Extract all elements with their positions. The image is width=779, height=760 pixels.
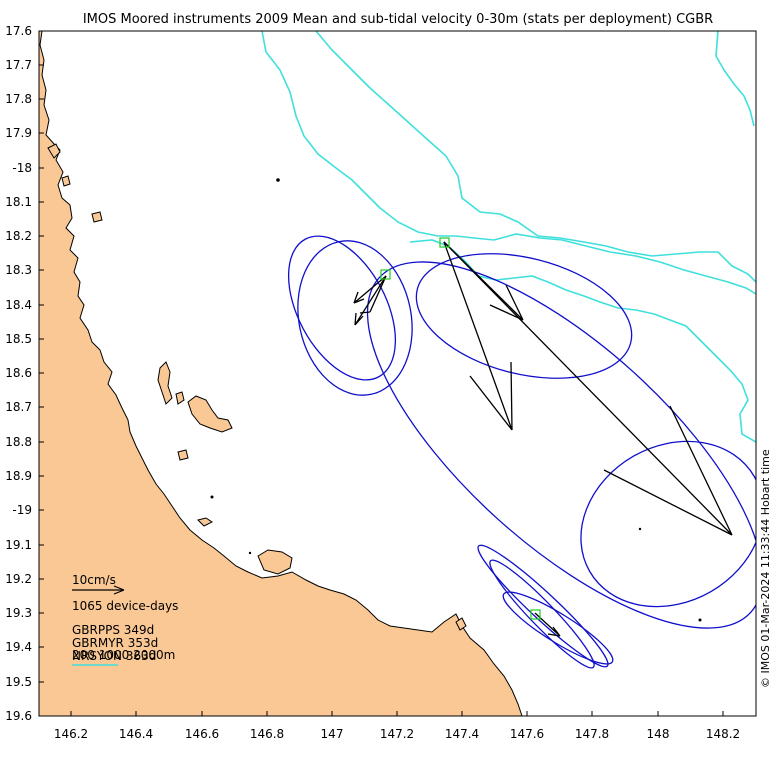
map-title: IMOS Moored instruments 2009 Mean and su… [83,12,713,27]
legend-isobaths-label: 200 1000 2000m [72,648,175,662]
ellipse-gbrmyr-1 [287,235,397,381]
x-tick-label: 147.6 [510,727,544,741]
mainland-land [39,31,523,716]
y-tick-label: 19.2 [5,572,32,586]
legend-scale-label: 10cm/s [72,573,116,587]
y-tick-label: 17.8 [5,92,32,106]
y-tick-label: 18.8 [5,435,32,449]
x-tick-label: 148 [647,727,670,741]
legend: 10cm/s 1065 device-days GBRPPS 349d GBRM… [72,573,178,666]
vectors-gbrpps [443,241,733,536]
legend-device-days: 1065 device-days [72,599,178,613]
y-tick-label: 18.1 [5,195,32,209]
island-small-2 [197,517,213,527]
island-magnetic [257,549,293,575]
y-tick-label: 18.5 [5,332,32,346]
y-tick-label: 17.9 [5,126,32,140]
map-area [39,31,756,716]
x-tick-label: 147 [321,727,344,741]
y-tick-label: 19.4 [5,640,32,654]
reef-dot-1 [276,178,280,182]
x-tick-label: 147.2 [380,727,414,741]
vectors-gbrmyr [353,275,387,326]
isobath-2000m-east [715,31,755,127]
island-large [187,395,233,433]
site-marker-nrsyon[interactable] [530,609,541,620]
site-marker-gbrpps[interactable] [439,237,450,248]
x-tick-label: 147.4 [445,727,479,741]
y-tick-label: 18.9 [5,469,32,483]
island-small-6 [177,449,189,461]
y-tick-label: 19.3 [5,606,32,620]
island-small-4 [61,175,71,187]
x-tick-label: 147.8 [575,727,609,741]
island-small-1 [175,391,185,405]
ellipse-gbrpps-1 [415,253,633,379]
ellipse-nrsyon-1 [477,544,609,668]
ellipse-gbrmyr-2 [297,240,413,396]
island-elongated [157,361,173,405]
y-tick-label: 19.1 [5,538,32,552]
y-tick-label: -18 [12,161,32,175]
legend-site-gbrmyr: GBRMYR 353d [72,636,158,650]
y-tick-label: 18.4 [5,298,32,312]
isobath-2000m [315,31,756,283]
y-tick-label: 19.6 [5,709,32,723]
x-tick-label: 146.8 [250,727,284,741]
vectors-nrsyon [534,612,561,637]
ellipse-gbrpps-3 [580,440,756,608]
isobath-200m [409,239,756,443]
island-small-7 [455,617,467,631]
y-tick-label: 17.6 [5,24,32,38]
y-tick-label: 18.7 [5,400,32,414]
legend-scale-arrow [72,585,125,595]
y-tick-label: 17.7 [5,58,32,72]
reef-dot-4 [638,527,642,531]
y-tick-label: 19.5 [5,675,32,689]
y-tick-label: -19 [12,503,32,517]
island-small-3 [47,143,61,159]
reef-dot-5 [698,618,702,622]
island-small-5 [91,211,103,223]
x-tick-label: 146.2 [54,727,88,741]
x-tick-label: 146.4 [119,727,153,741]
reef-dot-2 [210,495,214,499]
y-tick-label: 18.3 [5,263,32,277]
ellipse-nrsyon-2 [489,559,595,669]
x-axis: 146.2 146.4 146.6 146.8 147 147.2 147.4 … [54,711,740,741]
legend-site-nrsyon: NRSYON 363d [72,649,156,663]
reef-dot-3 [248,551,252,555]
y-tick-label: 18.2 [5,229,32,243]
legend-site-gbrpps: GBRPPS 349d [72,623,154,637]
credit-text: © IMOS 01-Mar-2024 11:33:44 Hobart time [759,449,772,688]
site-marker-gbrmyr[interactable] [380,269,391,280]
x-tick-label: 148.2 [706,727,740,741]
y-tick-label: 18.6 [5,366,32,380]
x-tick-label: 146.6 [185,727,219,741]
isobath-1000m [261,31,756,295]
ellipse-nrsyon-3 [502,591,614,665]
y-axis: 17.6 17.7 17.8 17.9 -18 18.1 18.2 18.3 1… [5,24,44,723]
ellipse-gbrpps-2 [366,261,756,629]
